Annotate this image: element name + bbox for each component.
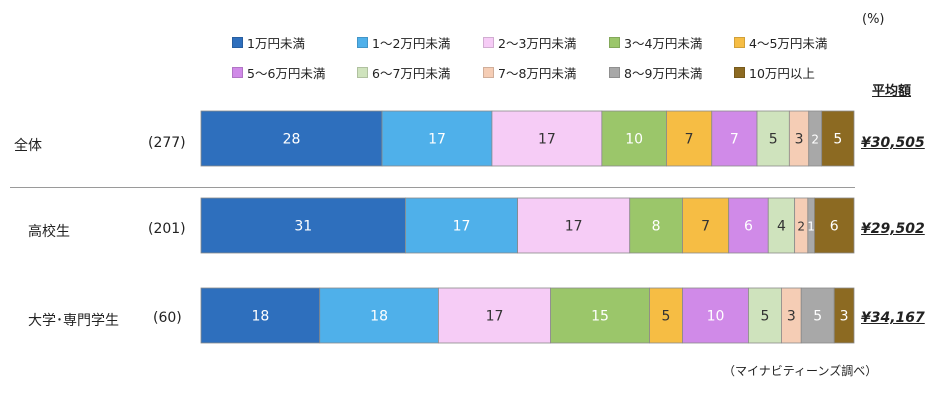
bar-value-label: 5 [760,309,769,325]
bar-segment [200,197,406,254]
bar-segment [833,287,855,344]
source-note: （マイナビティーンズ調べ） [723,364,878,378]
row-label-highschool: 高校生 [28,224,70,240]
bar-value-label: 3 [840,309,849,325]
legend-item-9: 8～9万円未満 [609,63,702,82]
legend-item-8: 7～8万円未満 [483,63,576,82]
average-value-highschool: ¥29,502 [861,221,925,237]
bar-segment [649,287,683,344]
bar-value-label: 5 [813,309,822,325]
bar-value-label: 17 [538,132,556,148]
bar-segment [728,197,769,254]
legend-item-1: 1万円未満 [232,33,305,52]
bar-value-label: 28 [283,132,301,148]
row-count-highschool: (201) [148,221,186,237]
bar-value-label: 2 [811,133,819,147]
bar-segment [756,110,790,167]
bar-value-label: 18 [370,309,388,325]
legend-swatch-icon [483,67,494,78]
bar-value-label: 17 [486,309,504,325]
unit-label: (%) [862,12,885,27]
legend-swatch-icon [357,67,368,78]
bar-value-label: 3 [795,132,804,148]
average-header: 平均額 [872,84,912,99]
bar-value-label: 10 [707,309,725,325]
bar-segment [319,287,439,344]
bar-segment [814,197,855,254]
bar-value-label: 2 [797,220,805,234]
legend-item-7: 6～7万円未満 [357,63,450,82]
bar-segment [601,110,667,167]
bar-value-label: 6 [744,219,753,235]
legend-swatch-icon [734,67,745,78]
row-label-overall: 全体 [14,138,42,154]
bar-value-label: 17 [565,219,583,235]
bar-segment [200,110,383,167]
legend-swatch-icon [609,37,620,48]
bar-value-label: 5 [833,132,842,148]
bar-segment [629,197,683,254]
legend-item-5: 4～5万円未満 [734,33,827,52]
legend-item-4: 3～4万円未満 [609,33,702,52]
legend-item-3: 2～3万円未満 [483,33,576,52]
row-count-overall: (277) [148,135,186,151]
bar-segment [800,287,835,344]
bar-segment [711,110,758,167]
bar-value-label: 10 [625,132,643,148]
bar-value-label: 7 [685,132,694,148]
row-label-university: 大学･専門学生 [28,313,119,329]
average-value-university: ¥34,167 [861,310,925,326]
bar-value-label: 8 [652,219,661,235]
bar-value-label: 7 [730,132,739,148]
legend-item-2: 1～2万円未満 [357,33,450,52]
bar-value-label: 7 [701,219,710,235]
bar-segment [767,197,796,254]
bar-segment [517,197,631,254]
bar-segment [200,287,321,344]
bar-value-label: 4 [777,219,786,235]
bar-segment [438,287,551,344]
bar-value-label: 17 [453,219,471,235]
legend-item-6: 5～6万円未満 [232,63,325,82]
average-value-overall: ¥30,505 [861,135,925,151]
legend-item-10: 10万円以上 [734,63,815,82]
bar-value-label: 18 [251,309,269,325]
legend-swatch-icon [734,37,745,48]
bar-value-label: 3 [787,309,796,325]
bar-value-label: 5 [769,132,778,148]
legend-swatch-icon [232,67,243,78]
bar-segment [666,110,713,167]
bar-value-label: 15 [591,309,609,325]
row-count-university: (60) [153,310,182,326]
divider [10,187,855,188]
bar-segment [381,110,493,167]
bar-value-label: 5 [662,309,671,325]
legend-swatch-icon [609,67,620,78]
legend-swatch-icon [232,37,243,48]
legend-swatch-icon [483,37,494,48]
bar-value-label: 17 [428,132,446,148]
bar-segment [682,287,749,344]
bar-segment [821,110,855,167]
bar-value-label: 6 [830,219,839,235]
legend-swatch-icon [357,37,368,48]
bar-value-label: 31 [294,219,312,235]
bar-segment [491,110,603,167]
bar-value-label: 1 [807,220,815,234]
